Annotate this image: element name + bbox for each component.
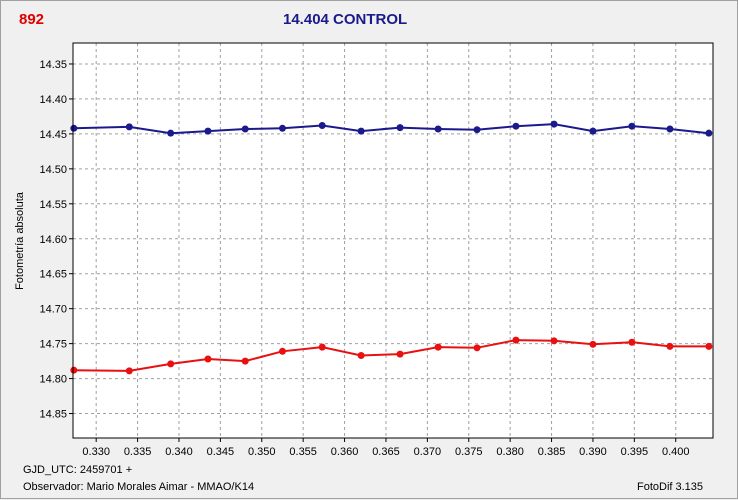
y-tick-label: 14.75 bbox=[39, 339, 67, 351]
data-point bbox=[550, 120, 558, 128]
y-tick-label: 14.35 bbox=[39, 59, 67, 71]
y-tick-label: 14.80 bbox=[39, 374, 67, 386]
data-point bbox=[318, 343, 326, 351]
data-point bbox=[357, 352, 365, 360]
data-point bbox=[589, 127, 597, 135]
data-point bbox=[396, 350, 404, 358]
data-point bbox=[167, 360, 175, 368]
y-axis-ticks: 14.35 14.40 14.45 14.50 14.55 14.60 14.65 14.70… bbox=[39, 59, 73, 421]
chart-title: 14.404 CONTROL bbox=[283, 11, 408, 28]
data-point bbox=[241, 125, 249, 133]
plot-area bbox=[72, 42, 714, 439]
data-point bbox=[434, 343, 442, 351]
x-tick-label: 0.390 bbox=[579, 446, 607, 458]
data-point bbox=[204, 127, 212, 135]
data-point bbox=[705, 342, 713, 350]
data-point bbox=[589, 340, 597, 348]
x-tick-label: 0.355 bbox=[289, 446, 317, 458]
data-point bbox=[512, 122, 520, 130]
x-tick-label: 0.395 bbox=[621, 446, 649, 458]
x-tick-label: 0.400 bbox=[662, 446, 690, 458]
data-point bbox=[666, 342, 674, 350]
data-point bbox=[278, 347, 286, 355]
data-point bbox=[512, 336, 520, 344]
x-tick-label: 0.335 bbox=[124, 446, 152, 458]
y-tick-label: 14.55 bbox=[39, 199, 67, 211]
x-tick-label: 0.340 bbox=[165, 446, 193, 458]
data-point bbox=[70, 366, 78, 374]
observer-label: Observador: Mario Morales Aimar - MMAO/K… bbox=[23, 481, 255, 493]
data-point bbox=[628, 122, 636, 130]
data-point bbox=[550, 337, 558, 345]
x-tick-label: 0.350 bbox=[248, 446, 276, 458]
data-point bbox=[70, 124, 78, 132]
data-point bbox=[473, 126, 481, 134]
x-tick-label: 0.375 bbox=[455, 446, 483, 458]
x-axis-ticks: 0.330 0.335 0.340 0.345 0.350 0.355 0.360 0.365… bbox=[82, 438, 690, 458]
y-tick-label: 14.45 bbox=[39, 129, 67, 141]
y-tick-label: 14.85 bbox=[39, 409, 67, 421]
data-point bbox=[167, 129, 175, 137]
y-tick-label: 14.40 bbox=[39, 94, 67, 106]
x-tick-label: 0.360 bbox=[331, 446, 359, 458]
data-point bbox=[434, 125, 442, 133]
x-tick-label: 0.370 bbox=[414, 446, 442, 458]
data-point bbox=[125, 367, 133, 375]
data-point bbox=[357, 127, 365, 135]
y-axis-label: Fotometría absoluta bbox=[14, 191, 26, 290]
x-tick-label: 0.385 bbox=[538, 446, 566, 458]
data-point bbox=[278, 124, 286, 132]
x-tick-label: 0.365 bbox=[372, 446, 400, 458]
data-point bbox=[125, 123, 133, 131]
data-point bbox=[473, 344, 481, 352]
data-point bbox=[628, 338, 636, 346]
object-id-label: 892 bbox=[19, 11, 45, 28]
y-tick-label: 14.50 bbox=[39, 164, 67, 176]
data-point bbox=[705, 129, 713, 137]
grid-lines bbox=[73, 43, 713, 438]
data-point bbox=[396, 124, 404, 132]
data-point bbox=[666, 125, 674, 133]
x-tick-label: 0.345 bbox=[207, 446, 235, 458]
y-tick-label: 14.60 bbox=[39, 234, 67, 246]
y-tick-label: 14.70 bbox=[39, 304, 67, 316]
x-tick-label: 0.380 bbox=[496, 446, 524, 458]
x-tick-label: 0.330 bbox=[82, 446, 110, 458]
software-version: FotoDif 3.135 bbox=[637, 481, 704, 493]
plot-border bbox=[72, 42, 714, 439]
data-point bbox=[241, 357, 249, 365]
data-point bbox=[318, 121, 326, 129]
y-tick-label: 14.65 bbox=[39, 269, 67, 281]
data-series bbox=[70, 120, 713, 375]
gjd-label: GJD_UTC: 2459701 + bbox=[23, 464, 133, 476]
data-point bbox=[204, 355, 212, 363]
